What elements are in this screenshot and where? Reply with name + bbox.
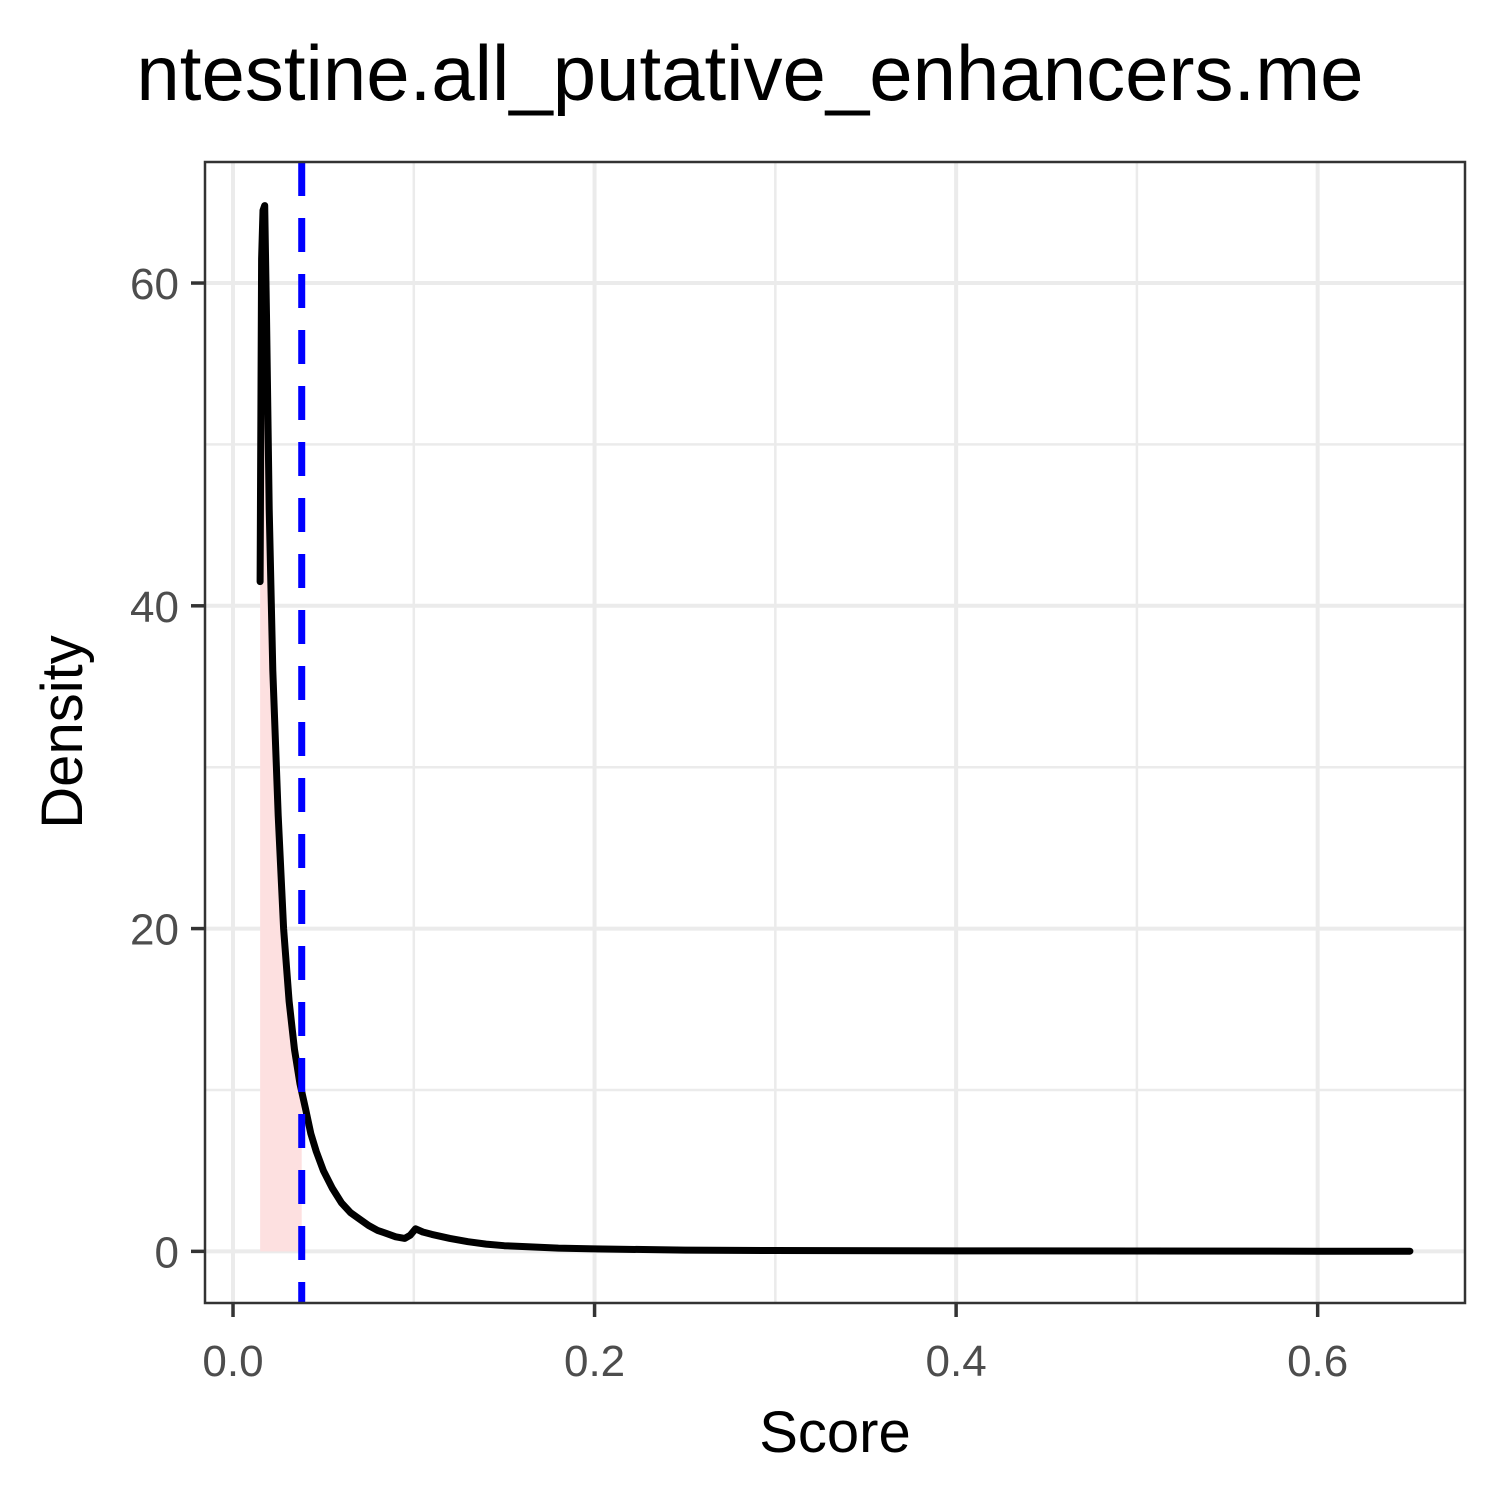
x-tick-label: 0.0 (202, 1337, 263, 1386)
curve-layer (256, 202, 1414, 1255)
panel-border (203, 160, 1467, 1305)
density-fill-area (260, 205, 302, 1252)
y-axis-title: Density (30, 635, 95, 828)
plot-panel (205, 162, 1465, 1303)
density-curve (256, 202, 1414, 1255)
x-tick-label: 0.6 (1287, 1337, 1348, 1386)
y-tick-label: 0 (155, 1228, 179, 1277)
x-tick-label: 0.2 (564, 1337, 625, 1386)
axes: 0.0 0.2 0.4 0.6 0 20 40 60 (130, 260, 1348, 1386)
fill-layer (260, 205, 302, 1252)
chart-title: ntestine.all_putative_enhancers.me (136, 29, 1363, 117)
y-tick-label: 60 (130, 260, 179, 309)
y-tick-label: 20 (130, 906, 179, 955)
grid-lines (205, 162, 1465, 1303)
y-tick-label: 40 (130, 583, 179, 632)
x-axis-title: Score (759, 1400, 911, 1465)
x-tick-label: 0.4 (926, 1337, 987, 1386)
